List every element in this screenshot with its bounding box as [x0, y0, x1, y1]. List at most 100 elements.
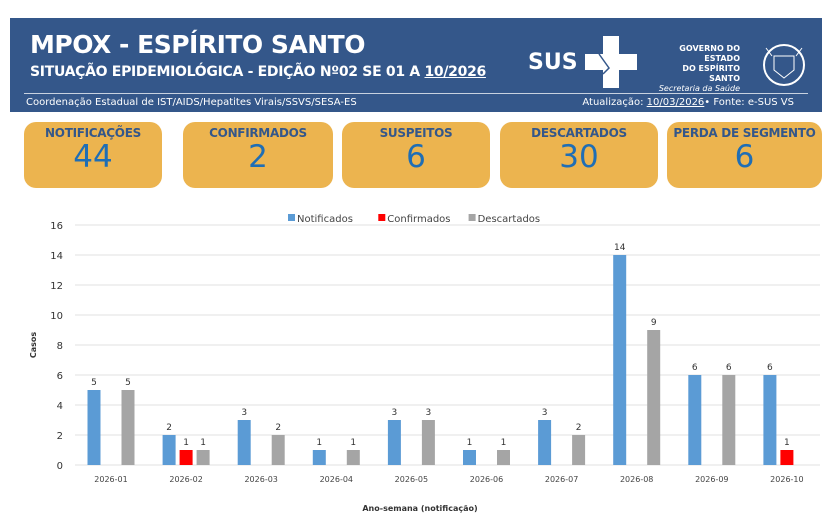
bar-descartados [722, 375, 736, 465]
card-label: PERDA DE SEGMENTO [673, 126, 816, 140]
bar-descartados [196, 450, 210, 465]
bar-notificados [538, 420, 552, 465]
subtitle-week: 10/2026 [424, 64, 486, 80]
data-label: 14 [614, 243, 626, 253]
card-perda-segmento: PERDA DE SEGMENTO 6 [667, 122, 822, 188]
bar-notificados [763, 375, 777, 465]
data-label: 2 [275, 423, 281, 433]
bar-descartados [346, 450, 360, 465]
page-title: MPOX - ESPÍRITO SANTO [30, 30, 365, 59]
data-label: 9 [651, 318, 657, 328]
gov-line: Secretaria da Saúde [658, 84, 740, 93]
government-logo-text: GOVERNO DO ESTADO DO ESPÍRITO SANTO Secret… [650, 44, 740, 94]
x-axis-title: Ano-semana (notificação) [362, 504, 477, 513]
bar-notificados [387, 420, 401, 465]
page-subtitle: SITUAÇÃO EPIDEMIOLÓGICA - EDIÇÃO Nº02 SE… [30, 64, 486, 80]
y-tick-label: 2 [57, 431, 63, 442]
legend-swatch [468, 214, 476, 221]
y-tick-label: 10 [50, 311, 63, 322]
x-tick-label: 2026-10 [770, 475, 803, 484]
bar-confirmados [179, 450, 193, 465]
data-label: 3 [241, 408, 247, 418]
bar-notificados [463, 450, 476, 465]
x-tick-label: 2026-04 [320, 475, 353, 484]
x-tick-label: 2026-05 [395, 475, 428, 484]
card-label: SUSPEITOS [379, 126, 453, 140]
bar-descartados [647, 330, 661, 465]
data-label: 2 [166, 423, 172, 433]
data-label: 6 [767, 363, 773, 373]
y-tick-label: 12 [50, 281, 63, 292]
bar-descartados [497, 450, 510, 465]
legend-swatch [378, 214, 386, 221]
bar-notificados [162, 435, 176, 465]
x-tick-label: 2026-07 [545, 475, 578, 484]
data-label: 5 [125, 378, 131, 388]
data-label: 6 [726, 363, 732, 373]
state-seal-icon [763, 44, 805, 86]
card-value: 30 [559, 139, 599, 175]
card-value: 44 [73, 139, 113, 175]
card-value: 6 [734, 139, 755, 175]
subtitle-text: SITUAÇÃO EPIDEMIOLÓGICA - EDIÇÃO Nº02 SE… [30, 64, 425, 80]
data-label: 3 [426, 408, 432, 418]
y-tick-label: 0 [57, 461, 63, 472]
y-tick-label: 4 [57, 401, 63, 412]
data-label: 6 [692, 363, 698, 373]
update-label: Atualização: [582, 97, 647, 108]
x-tick-label: 2026-06 [470, 475, 503, 484]
x-tick-label: 2026-09 [695, 475, 728, 484]
card-label: DESCARTADOS [531, 126, 627, 140]
card-notificacoes: NOTIFICAÇÕES 44 [24, 122, 162, 188]
bar-notificados [87, 390, 101, 465]
coordination-text: Coordenação Estadual de IST/AIDS/Hepatit… [26, 97, 357, 108]
legend-label: Descartados [478, 214, 541, 225]
data-label: 3 [392, 408, 398, 418]
data-label: 2 [576, 423, 582, 433]
legend-label: Notificados [297, 214, 353, 225]
y-tick-label: 8 [57, 341, 63, 352]
bar-notificados [237, 420, 251, 465]
data-label: 1 [183, 438, 189, 448]
data-label: 5 [91, 378, 97, 388]
gov-line: GOVERNO DO ESTADO [679, 44, 740, 63]
data-label: 1 [316, 438, 322, 448]
x-tick-label: 2026-03 [244, 475, 277, 484]
header-banner: MPOX - ESPÍRITO SANTO SITUAÇÃO EPIDEMIOL… [10, 18, 822, 112]
y-axis-title: Casos [29, 332, 38, 359]
y-tick-label: 14 [50, 251, 63, 262]
card-descartados: DESCARTADOS 30 [500, 122, 658, 188]
bar-confirmados [780, 450, 794, 465]
bar-descartados [421, 420, 435, 465]
data-label: 1 [467, 438, 473, 448]
bar-notificados [312, 450, 326, 465]
x-tick-label: 2026-01 [94, 475, 127, 484]
card-value: 6 [406, 139, 426, 175]
bar-notificados [688, 375, 702, 465]
card-label: CONFIRMADOS [209, 126, 307, 140]
legend-swatch [288, 214, 295, 221]
x-tick-label: 2026-02 [169, 475, 202, 484]
bar-descartados [121, 390, 135, 465]
data-label: 1 [501, 438, 507, 448]
bar-notificados [613, 255, 627, 465]
bar-descartados [271, 435, 285, 465]
card-suspeitos: SUSPEITOS 6 [342, 122, 490, 188]
card-confirmados: CONFIRMADOS 2 [183, 122, 333, 188]
update-info: Atualização: 10/03/2026• Fonte: e-SUS VS [582, 97, 794, 108]
y-tick-label: 6 [57, 371, 63, 382]
source-text: • Fonte: e-SUS VS [704, 97, 794, 108]
gov-line: DO ESPÍRITO SANTO [682, 64, 740, 83]
card-value: 2 [248, 139, 268, 175]
card-label: NOTIFICAÇÕES [45, 126, 141, 140]
y-tick-label: 16 [50, 221, 63, 232]
sus-logo: SUS [528, 50, 578, 75]
bar-descartados [572, 435, 586, 465]
data-label: 1 [200, 438, 206, 448]
data-label: 3 [542, 408, 548, 418]
divider [24, 93, 808, 94]
x-tick-label: 2026-08 [620, 475, 653, 484]
data-label: 1 [784, 438, 790, 448]
update-date: 10/03/2026 [646, 97, 705, 108]
